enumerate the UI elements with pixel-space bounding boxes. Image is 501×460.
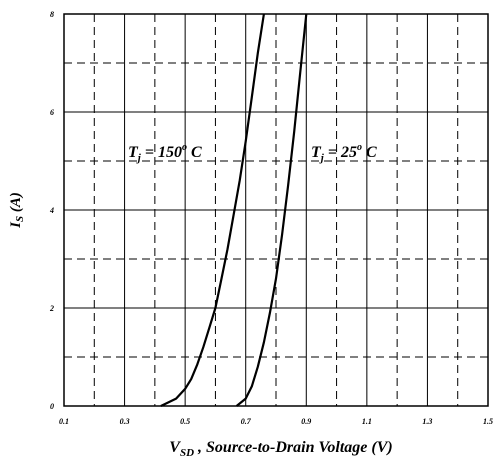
annotation-150c: Tj = 150o C [128,142,202,164]
x-tick-label: 1.1 [362,417,372,426]
series-layer [160,13,308,407]
y-tick-label: 8 [50,10,54,19]
annotation-25c: Tj = 25o C [311,142,377,164]
x-tick-label: 1.5 [483,417,493,426]
y-tick-label: 2 [49,304,54,313]
x-tick-label: 0.5 [180,417,190,426]
series-line-25c [235,13,308,407]
x-tick-label: 1.3 [422,417,432,426]
grid [64,14,488,406]
plot-frame [63,13,489,407]
y-tick-labels: 0 2 4 6 8 [49,10,54,411]
y-axis-label: IS (A) [8,192,26,229]
y-tick-label: 6 [50,108,54,117]
y-tick-label: 4 [49,206,54,215]
x-tick-labels: 0.1 0.3 0.5 0.7 0.9 1.1 1.3 1.5 [59,417,493,426]
y-tick-label: 0 [50,402,54,411]
x-tick-label: 0.1 [59,417,69,426]
x-tick-label: 0.3 [120,417,130,426]
x-axis-label: VSD , Source-to-Drain Voltage (V) [169,439,392,459]
x-tick-label: 0.9 [301,417,311,426]
x-tick-label: 0.7 [241,417,252,426]
series-line-150c [160,13,265,407]
